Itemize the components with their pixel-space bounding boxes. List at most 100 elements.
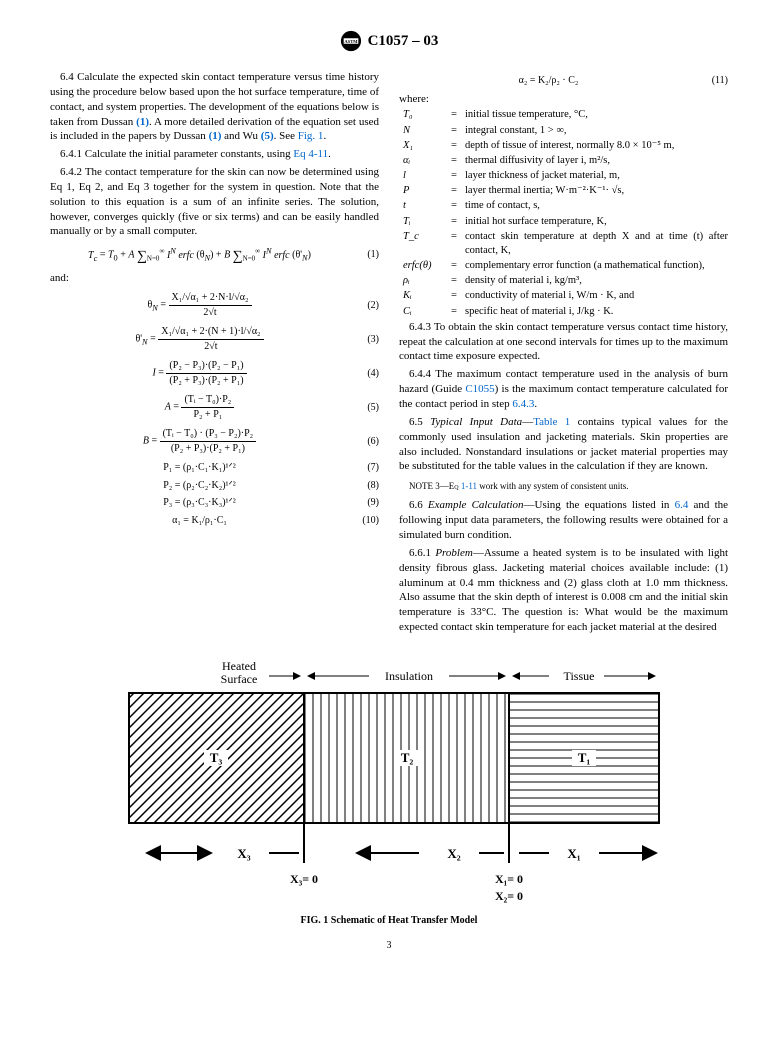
where-symbol: T₀	[399, 108, 451, 122]
eq-link[interactable]: Eq 4-11	[293, 148, 328, 160]
label-tissue: Tissue	[564, 669, 595, 683]
para-6-4-4: 6.4.4 The maximum contact temperature us…	[399, 367, 728, 412]
eq-number: (1)	[349, 248, 379, 262]
eq-body: θ'N = X₁/√α₁ + 2·(N + 1)·l/√α₂ 2√t	[50, 325, 349, 353]
where-symbol: αᵢ	[399, 154, 451, 168]
para-6-4: 6.4 Calculate the expected skin contact …	[50, 70, 379, 144]
eq-body: Tc = T0 + A ∑N=0∞ IN erfc (θN) + B ∑N=0∞…	[50, 245, 349, 264]
eq-number: (3)	[349, 333, 379, 347]
where-row: T₀=initial tissue temperature, °C,	[399, 108, 728, 122]
text: 6.4.1 Calculate the initial parameter co…	[60, 148, 293, 160]
equals-sign: =	[451, 154, 465, 168]
where-row: T_c=contact skin temperature at depth X …	[399, 230, 728, 258]
svg-text:ASTM: ASTM	[344, 39, 358, 44]
equation-11: α₂ = K₂/ρ₂ · C₂ (11)	[399, 74, 728, 88]
equation-3: θ'N = X₁/√α₁ + 2·(N + 1)·l/√α₂ 2√t (3)	[50, 325, 379, 353]
table-link[interactable]: Table 1	[533, 416, 570, 428]
note-label: NOTE 3—Eq	[409, 481, 461, 491]
para-6-6-1: 6.6.1 Problem—Assume a heated system is …	[399, 546, 728, 635]
where-symbol: ρᵢ	[399, 274, 451, 288]
ref-link[interactable]: (1)	[209, 130, 222, 142]
figure-caption: FIG. 1 Schematic of Heat Transfer Model	[50, 914, 728, 928]
equals-sign: =	[451, 215, 465, 229]
figure-1: Heated Surface Insulation Tissue T₃ T₂ T…	[50, 658, 728, 928]
eq-body: α₁ = K₁/ρ₁·C₁	[50, 514, 349, 528]
eq-link[interactable]: 1-11	[461, 481, 477, 491]
where-definition: initial hot surface temperature, K,	[465, 215, 728, 229]
text: .	[323, 130, 326, 142]
step-link[interactable]: 6.4.3	[512, 398, 534, 410]
equation-4: I = (P₂ − P₃)·(P₂ − P₁) (P₂ + P₃)·(P₂ + …	[50, 359, 379, 387]
where-definition: layer thermal inertia; W·m⁻²·K⁻¹· √s,	[465, 184, 728, 198]
text: and Wu	[221, 130, 260, 142]
label-X3-zero: X₃= 0	[290, 872, 318, 886]
para-6-4-1: 6.4.1 Calculate the initial parameter co…	[50, 147, 379, 162]
numerator: (P₂ − P₃)·(P₂ − P₁)	[166, 359, 246, 374]
eq-number: (8)	[349, 479, 379, 493]
where-definition: density of material i, kg/m³,	[465, 274, 728, 288]
text: . See	[274, 130, 298, 142]
where-definition: contact skin temperature at depth X and …	[465, 230, 728, 258]
page-header: ASTM C1057 – 03	[50, 30, 728, 52]
eq-body: B = (Tᵢ − T₀) · (P₃ − P₂)·P₂ (P₂ + P₃)·(…	[50, 427, 349, 455]
text: 6.6	[409, 499, 428, 511]
denominator: (P₂ + P₃)·(P₂ + P₁)	[160, 442, 257, 456]
equals-sign: =	[451, 108, 465, 122]
where-symbol: Tᵢ	[399, 215, 451, 229]
eq-number: (7)	[349, 461, 379, 475]
eq-number: (6)	[349, 435, 379, 449]
section-title: Typical Input Data	[430, 416, 522, 428]
para-6-4-2: 6.4.2 The contact temperature for the sk…	[50, 165, 379, 239]
equals-sign: =	[451, 169, 465, 183]
text: —Using the equations listed in	[524, 499, 675, 511]
label-T2: T₂	[401, 750, 414, 765]
where-row: erfc(θ)=complementary error function (a …	[399, 259, 728, 273]
where-row: Tᵢ=initial hot surface temperature, K,	[399, 215, 728, 229]
section-title: Problem	[435, 547, 472, 559]
ref-link[interactable]: (5)	[261, 130, 274, 142]
where-symbol: T_c	[399, 230, 451, 258]
equals-sign: =	[451, 184, 465, 198]
where-row: t=time of contact, s,	[399, 199, 728, 213]
guide-link[interactable]: C1055	[465, 383, 494, 395]
where-label: where:	[399, 92, 728, 107]
where-symbol: l	[399, 169, 451, 183]
note-3: NOTE 3—Eq 1-11 work with any system of c…	[399, 480, 728, 492]
text: .	[534, 398, 537, 410]
equals-sign: =	[451, 124, 465, 138]
equation-7: P₁ = (ρ₁·C₁·K₁)¹ᐟ² (7)	[50, 461, 379, 475]
where-definition: complementary error function (a mathemat…	[465, 259, 728, 273]
section-link[interactable]: 6.4	[675, 499, 689, 511]
heat-transfer-schematic: Heated Surface Insulation Tissue T₃ T₂ T…	[109, 658, 669, 908]
where-definition: specific heat of material i, J/kg · K.	[465, 305, 728, 319]
where-definition: thermal diffusivity of layer i, m²/s,	[465, 154, 728, 168]
label-heated: Heated	[222, 659, 256, 673]
where-symbol: X₁	[399, 139, 451, 153]
ref-link[interactable]: (1)	[136, 116, 149, 128]
text: —Assume a heated system is to be insulat…	[399, 547, 728, 633]
text: work with any system of consistent units…	[477, 481, 629, 491]
where-row: P=layer thermal inertia; W·m⁻²·K⁻¹· √s,	[399, 184, 728, 198]
equals-sign: =	[451, 139, 465, 153]
where-definition: depth of tissue of interest, normally 8.…	[465, 139, 728, 153]
where-symbol: Cᵢ	[399, 305, 451, 319]
fig-link[interactable]: Fig. 1	[298, 130, 324, 142]
equals-sign: =	[451, 199, 465, 213]
eq-number: (10)	[349, 514, 379, 528]
page-number: 3	[50, 939, 728, 953]
where-symbol: N	[399, 124, 451, 138]
where-row: ρᵢ=density of material i, kg/m³,	[399, 274, 728, 288]
where-definition: layer thickness of jacket material, m,	[465, 169, 728, 183]
equals-sign: =	[451, 289, 465, 303]
text: —	[522, 416, 533, 428]
denominator: 2√t	[169, 306, 252, 320]
where-definition: conductivity of material i, W/m · K, and	[465, 289, 728, 303]
label-T3: T₃	[210, 750, 223, 765]
equation-8: P₂ = (ρ₂·C₂·K₂)¹ᐟ² (8)	[50, 479, 379, 493]
text: 6.6.1	[409, 547, 435, 559]
where-definition: integral constant, 1 > ∞,	[465, 124, 728, 138]
where-definitions: T₀=initial tissue temperature, °C,N=inte…	[399, 108, 728, 318]
para-6-5: 6.5 Typical Input Data—Table 1 contains …	[399, 415, 728, 474]
eq-number: (9)	[349, 496, 379, 510]
label-X3: X₃	[237, 846, 250, 861]
